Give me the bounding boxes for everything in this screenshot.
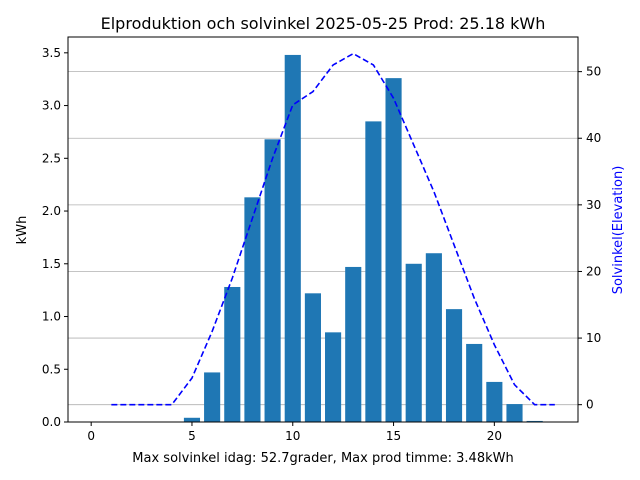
series-line: [111, 52, 555, 406]
y2-tick-label: 30: [586, 198, 601, 212]
y-tick-label: 1.5: [42, 257, 61, 271]
bar: [284, 54, 301, 422]
bar: [425, 253, 442, 422]
y-axis-label: kWh: [15, 216, 30, 245]
bar: [365, 121, 382, 423]
chart-title: Elproduktion och solvinkel 2025-05-25 Pr…: [101, 14, 546, 33]
y-tick-label: 3.5: [42, 46, 61, 60]
bar: [183, 417, 201, 422]
bar: [264, 139, 281, 422]
bar: [466, 343, 483, 422]
bar: [506, 404, 523, 422]
x-tick-label: 10: [285, 429, 300, 443]
bar: [244, 197, 261, 422]
line-layer: [111, 52, 555, 406]
x-tick-label: 20: [487, 429, 502, 443]
y-tick-label: 2.5: [42, 151, 61, 165]
y-tick-label: 0.5: [42, 362, 61, 376]
bar: [526, 420, 543, 422]
bar: [224, 286, 241, 422]
bar: [345, 266, 362, 422]
plot-frame: [67, 36, 579, 423]
x-tick-label: 0: [87, 429, 95, 443]
y-tick-label: 3.0: [42, 99, 61, 113]
x-tick-label: 5: [188, 429, 196, 443]
y2-tick-label: 10: [586, 331, 601, 345]
y2-tick-label: 50: [586, 65, 601, 79]
y-tick-label: 0.0: [42, 415, 61, 429]
bar: [486, 381, 503, 422]
bar-layer: [183, 54, 543, 423]
y-tick-label: 2.0: [42, 204, 61, 218]
y-tick-label: 1.0: [42, 310, 61, 324]
y2-tick-label: 40: [586, 131, 601, 145]
y2-tick-label: 0: [586, 398, 594, 412]
y2-axis-label: Solvinkel(Elevation): [611, 166, 626, 295]
bar: [304, 293, 321, 422]
x-axis-ticks: 0 5 10 15 20: [87, 422, 502, 443]
y2-axis-ticks: 0 10 20 30 40 50: [578, 65, 601, 412]
bar: [325, 332, 342, 422]
bar: [445, 309, 463, 422]
x-tick-label: 15: [386, 429, 401, 443]
bar: [405, 263, 422, 422]
bar: [385, 78, 402, 422]
grid-layer: [68, 71, 578, 406]
x-axis-label: Max solvinkel idag: 52.7grader, Max prod…: [132, 451, 513, 466]
y-axis-ticks: 0.0 0.5 1.0 1.5 2.0 2.5 3.0 3.5: [42, 46, 68, 429]
bar: [204, 372, 221, 422]
y2-tick-label: 20: [586, 264, 601, 278]
